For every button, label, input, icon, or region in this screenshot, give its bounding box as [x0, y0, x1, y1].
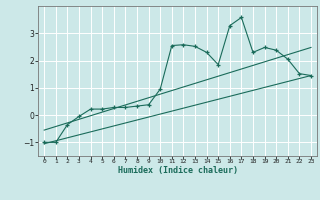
X-axis label: Humidex (Indice chaleur): Humidex (Indice chaleur) — [118, 166, 238, 175]
